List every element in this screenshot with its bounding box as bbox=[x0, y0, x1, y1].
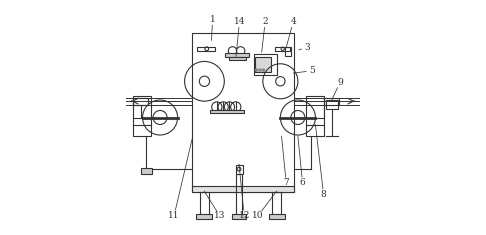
Circle shape bbox=[259, 69, 261, 71]
Bar bbox=[133, 97, 151, 136]
Text: 14: 14 bbox=[234, 17, 245, 26]
Text: 1: 1 bbox=[210, 15, 215, 24]
Bar bbox=[141, 168, 152, 174]
Bar bbox=[254, 55, 277, 75]
Bar bbox=[326, 100, 338, 109]
Bar bbox=[200, 192, 208, 216]
Bar bbox=[133, 98, 148, 105]
Text: 6: 6 bbox=[300, 178, 305, 187]
Text: 4: 4 bbox=[290, 17, 296, 26]
Bar bbox=[324, 98, 339, 105]
Bar bbox=[285, 47, 291, 56]
Text: 5: 5 bbox=[309, 66, 315, 75]
Circle shape bbox=[262, 69, 265, 71]
Bar bbox=[306, 97, 324, 136]
Bar bbox=[255, 57, 271, 72]
Text: 2: 2 bbox=[262, 17, 268, 26]
Bar bbox=[196, 215, 212, 219]
Text: 12: 12 bbox=[239, 211, 250, 220]
Bar bbox=[210, 110, 244, 113]
Bar bbox=[191, 186, 295, 192]
Text: 9: 9 bbox=[337, 78, 343, 87]
Bar bbox=[226, 54, 249, 57]
Text: 10: 10 bbox=[252, 211, 264, 220]
Text: 8: 8 bbox=[321, 190, 327, 199]
Text: 11: 11 bbox=[168, 211, 180, 220]
Text: 7: 7 bbox=[283, 178, 289, 187]
Bar bbox=[275, 47, 291, 51]
Bar bbox=[191, 33, 295, 192]
Bar bbox=[269, 215, 285, 219]
Circle shape bbox=[255, 69, 258, 71]
Bar bbox=[232, 215, 246, 219]
Text: 3: 3 bbox=[304, 43, 310, 52]
Bar bbox=[133, 98, 148, 105]
Text: 13: 13 bbox=[214, 211, 226, 220]
Bar bbox=[236, 174, 242, 216]
Bar bbox=[236, 165, 243, 174]
Bar bbox=[197, 47, 215, 51]
Bar bbox=[272, 192, 281, 216]
Bar bbox=[229, 57, 246, 60]
